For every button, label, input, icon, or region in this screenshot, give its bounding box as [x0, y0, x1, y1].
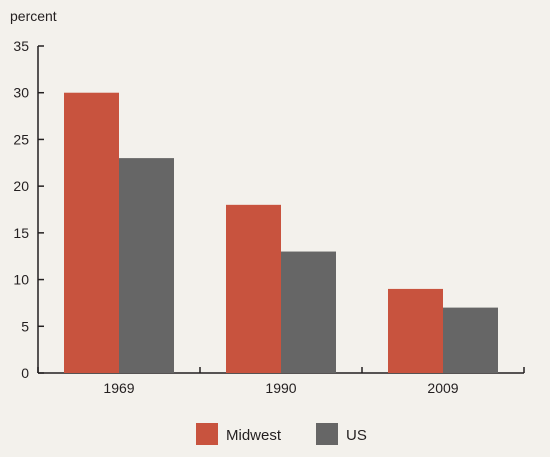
y-tick-label: 35 — [13, 38, 29, 54]
bar-us-1990 — [281, 251, 336, 373]
x-tick-label: 2009 — [427, 380, 458, 396]
y-tick-label: 20 — [13, 178, 29, 194]
y-tick-label: 5 — [21, 318, 29, 334]
x-tick-label: 1990 — [265, 380, 296, 396]
bar-midwest-2009 — [388, 288, 443, 373]
y-tick-label: 0 — [21, 365, 29, 381]
y-axis-unit-label: percent — [10, 8, 57, 24]
legend-swatch-us — [316, 423, 338, 445]
bar-midwest-1990 — [226, 204, 281, 373]
legend-label-midwest: Midwest — [226, 427, 282, 444]
x-tick-label: 1969 — [103, 380, 134, 396]
y-axis: 0 5 10 15 20 25 30 35 — [13, 38, 44, 381]
bar-midwest-1969 — [64, 92, 119, 373]
legend-swatch-midwest — [196, 423, 218, 445]
legend: Midwest US — [196, 423, 367, 445]
y-tick-label: 15 — [13, 225, 29, 241]
legend-label-us: US — [346, 427, 367, 444]
bar-us-1969 — [119, 158, 174, 373]
y-tick-label: 10 — [13, 272, 29, 288]
y-tick-label: 25 — [13, 131, 29, 147]
bar-us-2009 — [443, 307, 498, 373]
y-tick-label: 30 — [13, 85, 29, 101]
bars — [64, 92, 498, 373]
